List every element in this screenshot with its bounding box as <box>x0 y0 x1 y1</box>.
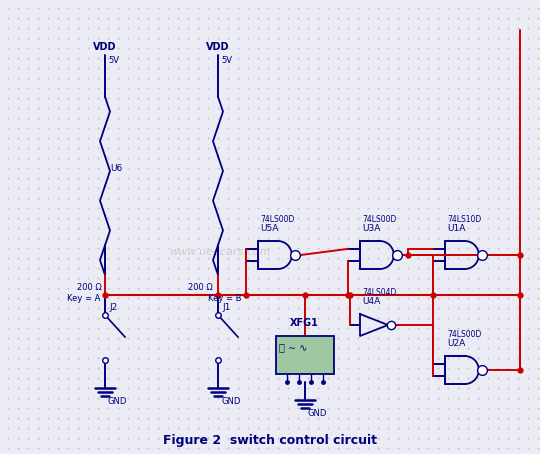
Text: www.ueecars.com: www.ueecars.com <box>169 247 271 257</box>
Text: U6: U6 <box>110 164 122 173</box>
Text: GND: GND <box>108 397 127 406</box>
Text: Key = A: Key = A <box>67 294 100 303</box>
Text: 5V: 5V <box>221 56 232 65</box>
Text: 74LS00D: 74LS00D <box>260 215 294 224</box>
Text: ⎌ ∼ ∿: ⎌ ∼ ∿ <box>279 342 307 352</box>
Text: 74LS04D: 74LS04D <box>362 288 396 297</box>
Text: VDD: VDD <box>93 42 117 52</box>
Text: 74LS10D: 74LS10D <box>447 215 481 224</box>
Text: Figure 2  switch control circuit: Figure 2 switch control circuit <box>163 434 377 447</box>
Text: U1A: U1A <box>447 224 465 233</box>
Text: U2A: U2A <box>447 339 465 348</box>
Text: U4A: U4A <box>362 297 380 306</box>
Text: J2: J2 <box>109 303 117 312</box>
Text: GND: GND <box>221 397 240 406</box>
Text: 74LS00D: 74LS00D <box>362 215 396 224</box>
Bar <box>276 336 334 374</box>
Text: J1: J1 <box>222 303 231 312</box>
Text: XFG1: XFG1 <box>290 318 319 328</box>
Text: VDD: VDD <box>206 42 230 52</box>
Text: Key = B: Key = B <box>208 294 241 303</box>
Text: GND: GND <box>308 409 327 418</box>
Text: U5A: U5A <box>260 224 279 233</box>
Text: U3A: U3A <box>362 224 380 233</box>
Text: 200 Ω: 200 Ω <box>77 283 102 292</box>
Text: 74LS00D: 74LS00D <box>447 330 481 339</box>
Text: 200 Ω: 200 Ω <box>188 283 213 292</box>
Text: 5V: 5V <box>108 56 119 65</box>
